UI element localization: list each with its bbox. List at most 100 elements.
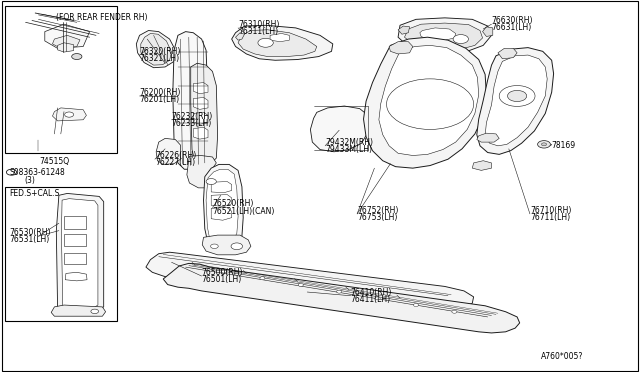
Polygon shape xyxy=(193,127,208,139)
Polygon shape xyxy=(389,42,413,54)
Text: 76630(RH): 76630(RH) xyxy=(492,16,533,25)
Polygon shape xyxy=(51,305,106,316)
Text: 76320(RH): 76320(RH) xyxy=(140,47,181,56)
Polygon shape xyxy=(420,28,456,40)
Polygon shape xyxy=(58,43,74,52)
Text: 76410(RH): 76410(RH) xyxy=(351,288,392,296)
Text: 76411(LH): 76411(LH) xyxy=(351,295,391,304)
Polygon shape xyxy=(270,33,289,42)
Text: 76711(LH): 76711(LH) xyxy=(530,213,570,222)
Circle shape xyxy=(231,243,243,250)
Text: 76321(LH): 76321(LH) xyxy=(140,54,180,63)
Polygon shape xyxy=(56,193,104,313)
Circle shape xyxy=(538,141,550,148)
Polygon shape xyxy=(173,32,208,169)
Text: 76520(RH): 76520(RH) xyxy=(212,199,254,208)
Polygon shape xyxy=(52,35,80,48)
Polygon shape xyxy=(136,31,176,68)
Polygon shape xyxy=(187,155,219,188)
Polygon shape xyxy=(485,55,547,146)
Polygon shape xyxy=(193,83,208,94)
Polygon shape xyxy=(61,199,98,310)
Circle shape xyxy=(499,86,535,106)
Text: 76753(LH): 76753(LH) xyxy=(357,213,397,222)
Text: 76233(LH): 76233(LH) xyxy=(172,119,212,128)
Polygon shape xyxy=(45,24,90,48)
Circle shape xyxy=(211,244,218,248)
Polygon shape xyxy=(193,97,208,109)
Polygon shape xyxy=(404,23,483,50)
Polygon shape xyxy=(65,272,87,281)
Circle shape xyxy=(258,38,273,47)
Text: 76752(RH): 76752(RH) xyxy=(357,206,399,215)
Text: 76232(RH): 76232(RH) xyxy=(172,112,212,121)
Polygon shape xyxy=(364,37,486,168)
Text: 76200(RH): 76200(RH) xyxy=(140,88,181,97)
Polygon shape xyxy=(64,253,86,264)
Polygon shape xyxy=(498,48,517,59)
Bar xyxy=(5,187,117,321)
Polygon shape xyxy=(379,45,479,155)
Text: 79432M(RH): 79432M(RH) xyxy=(325,138,373,147)
Text: 74515Q: 74515Q xyxy=(40,157,70,166)
Polygon shape xyxy=(398,18,492,54)
Text: 76521(LH)(CAN): 76521(LH)(CAN) xyxy=(212,207,275,216)
Text: 76710(RH): 76710(RH) xyxy=(530,206,572,215)
Circle shape xyxy=(91,309,99,314)
Text: 76226(RH): 76226(RH) xyxy=(155,151,196,160)
Polygon shape xyxy=(191,63,218,166)
Polygon shape xyxy=(141,33,172,65)
Circle shape xyxy=(72,54,82,60)
Polygon shape xyxy=(64,216,86,229)
Text: 78169: 78169 xyxy=(552,141,576,150)
Polygon shape xyxy=(483,27,493,36)
Circle shape xyxy=(387,79,474,129)
Polygon shape xyxy=(211,195,232,206)
Polygon shape xyxy=(310,106,368,152)
Polygon shape xyxy=(52,108,86,121)
Polygon shape xyxy=(204,164,243,249)
Polygon shape xyxy=(211,208,232,220)
Text: 76227(LH): 76227(LH) xyxy=(155,158,195,167)
Text: 76311(LH): 76311(LH) xyxy=(238,27,278,36)
Circle shape xyxy=(6,169,17,175)
Polygon shape xyxy=(193,112,208,124)
Bar xyxy=(5,6,117,153)
Circle shape xyxy=(298,283,303,286)
Text: 76531(LH): 76531(LH) xyxy=(10,235,50,244)
Circle shape xyxy=(452,310,457,313)
Polygon shape xyxy=(477,133,499,142)
Polygon shape xyxy=(477,48,554,154)
Text: 76201(LH): 76201(LH) xyxy=(140,95,180,104)
Polygon shape xyxy=(238,30,317,57)
Text: 76500(RH): 76500(RH) xyxy=(202,268,243,277)
Polygon shape xyxy=(156,138,180,164)
Text: 79433M(LH): 79433M(LH) xyxy=(325,145,372,154)
Circle shape xyxy=(508,90,527,102)
Text: A760*005?: A760*005? xyxy=(541,352,583,361)
Polygon shape xyxy=(211,182,232,193)
Text: S08363-61248: S08363-61248 xyxy=(10,169,65,177)
Circle shape xyxy=(260,277,265,280)
Circle shape xyxy=(413,304,419,307)
Text: 76310(RH): 76310(RH) xyxy=(238,20,280,29)
Polygon shape xyxy=(163,263,520,333)
Text: 76631(LH): 76631(LH) xyxy=(492,23,532,32)
Circle shape xyxy=(206,179,216,185)
Circle shape xyxy=(221,270,227,273)
Polygon shape xyxy=(64,234,86,246)
Polygon shape xyxy=(202,235,251,255)
Circle shape xyxy=(375,297,380,300)
Polygon shape xyxy=(146,252,474,311)
Polygon shape xyxy=(472,161,492,170)
Circle shape xyxy=(337,290,342,293)
Text: 76530(RH): 76530(RH) xyxy=(10,228,51,237)
Polygon shape xyxy=(206,169,238,245)
Text: FED.S+CAL.S: FED.S+CAL.S xyxy=(10,189,60,198)
Polygon shape xyxy=(232,25,333,60)
Circle shape xyxy=(65,112,74,117)
Polygon shape xyxy=(398,26,410,34)
Text: 76501(LH): 76501(LH) xyxy=(202,275,242,284)
Polygon shape xyxy=(236,33,244,40)
Circle shape xyxy=(453,35,468,44)
